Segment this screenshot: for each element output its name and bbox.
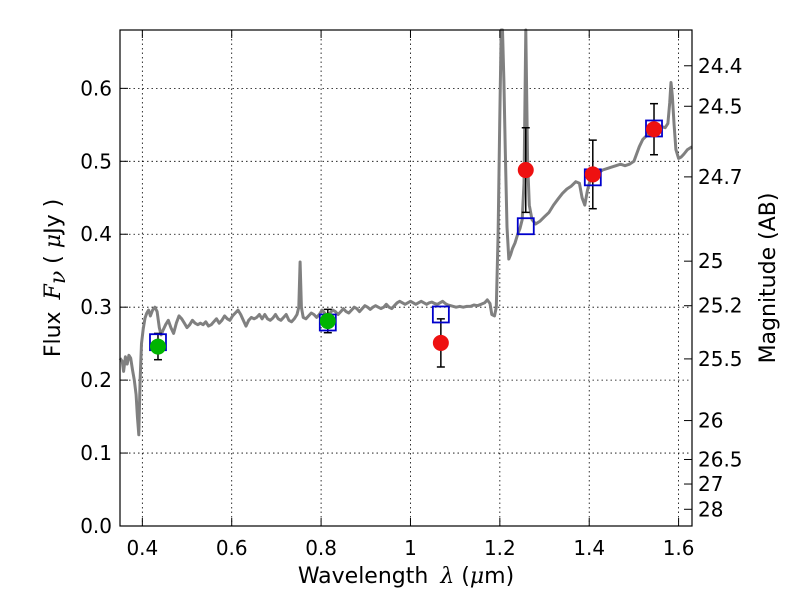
y-tick-label: 0.5 [80, 149, 112, 173]
y-axis-label-subscript: ν [46, 271, 71, 284]
axis-ticks [120, 30, 692, 527]
y-axis-label-symbol: F [41, 283, 66, 300]
mag-tick-label: 26 [698, 409, 723, 433]
y-axis-label-unit-mu: μ [41, 234, 66, 248]
x-tick-label: 0.8 [305, 536, 337, 560]
observed-point-circle [149, 338, 166, 355]
x-axis-label-unit-mu: μ [470, 564, 484, 589]
y-tick-labels: 0.0 0.1 0.2 0.3 0.4 0.5 0.6 [80, 76, 112, 538]
y2-axis-label: Magnitude (AB) [756, 193, 781, 364]
plot-frame [119, 29, 693, 527]
template-spectrum-line [118, 28, 693, 437]
mag-tick-label: 25.5 [698, 347, 743, 371]
x-axis-label-symbol: λ [439, 564, 454, 589]
x-tick-label: 0.6 [216, 536, 248, 560]
model-point-square [431, 305, 450, 324]
y-axis-label-prefix: Flux [41, 311, 66, 357]
y-axis-label-unit-rest: Jy ) [41, 199, 66, 236]
x-tick-label: 1.6 [663, 536, 695, 560]
mag-tick-label: 28 [698, 497, 723, 521]
mag-tick-label: 24.5 [698, 94, 743, 118]
x-tick-label: 0.4 [126, 536, 158, 560]
mag-tick-label: 24.4 [698, 54, 743, 78]
model-point-square [516, 217, 535, 236]
x-tick-label: 1 [404, 536, 417, 560]
mag-tick-label: 26.5 [698, 447, 743, 471]
mag-tick-label: 27 [698, 472, 723, 496]
observed-point-circle [517, 162, 534, 179]
y-tick-label: 0.3 [80, 295, 112, 319]
x-axis-label-unit-rest: m) [484, 564, 514, 589]
observed-point-circle [432, 334, 449, 351]
x-axis-label-prefix: Wavelength [298, 564, 429, 589]
data-markers [149, 119, 663, 355]
x-tick-label: 1.4 [573, 536, 605, 560]
y-tick-label: 0.6 [80, 76, 112, 100]
y-axis-label-unit-open: ( [41, 248, 66, 271]
y-tick-label: 0.1 [80, 441, 112, 465]
mag-tick-label: 25 [698, 249, 723, 273]
observed-point-circle [584, 166, 601, 183]
observed-point-circle [646, 121, 663, 138]
y-axis-label: Flux Fν ( μJy ) [41, 199, 71, 357]
mag-tick-label: 25.2 [698, 294, 743, 318]
y-tick-label: 0.2 [80, 368, 112, 392]
x-axis-label-unit-open: ( [454, 564, 470, 589]
y-tick-label: 0.4 [80, 222, 112, 246]
x-tick-labels: 0.4 0.6 0.8 1 1.2 1.4 1.6 [126, 536, 694, 560]
plot-background [120, 30, 692, 526]
observed-point-circle [319, 313, 336, 330]
y-tick-label: 0.0 [80, 514, 112, 538]
x-tick-label: 1.2 [484, 536, 516, 560]
mag-tick-label: 24.7 [698, 165, 743, 189]
x-axis-label: Wavelength λ (μm) [298, 564, 514, 589]
